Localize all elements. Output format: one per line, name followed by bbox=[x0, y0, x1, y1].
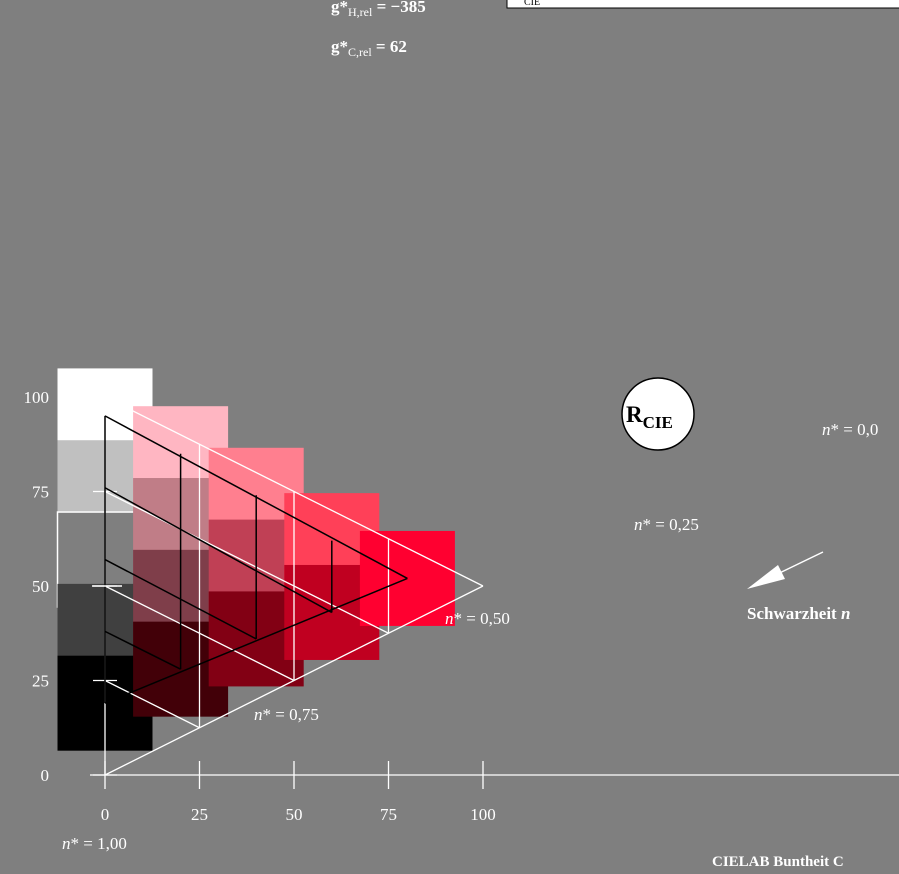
construction-black-edge bbox=[104, 577, 408, 704]
schwarzheit-label: Schwarzheit n bbox=[747, 604, 850, 623]
construction-diag-57 bbox=[104, 558, 257, 640]
construction-lines bbox=[92, 415, 408, 704]
triangle-grid bbox=[104, 396, 484, 776]
g-hue-relative: g*H,rel = −385 bbox=[331, 0, 426, 19]
n-label-100: n* = 1,00 bbox=[62, 834, 127, 853]
marker-main: R bbox=[626, 402, 643, 427]
y-tick-label-25: 25 bbox=[32, 672, 49, 691]
g-chroma-relative: g*C,rel = 62 bbox=[331, 37, 407, 59]
x-tick-label-25: 25 bbox=[191, 805, 208, 824]
tick-labels: 0 25 50 75 100 0 25 50 75 100 bbox=[24, 388, 496, 824]
r-cie-marker: RCIE bbox=[621, 377, 695, 451]
y-tick-label-0: 0 bbox=[41, 766, 50, 785]
n-label-050: n* = 0,50 bbox=[445, 609, 510, 628]
construction-white-edge bbox=[104, 415, 408, 580]
grid-blackness-25 bbox=[104, 490, 389, 634]
x-tick-label-75: 75 bbox=[380, 805, 397, 824]
y-tick-label-100: 100 bbox=[24, 388, 50, 407]
y-tick-label-50: 50 bbox=[32, 577, 49, 596]
y-tick-label-75: 75 bbox=[32, 483, 49, 502]
x-tick-label-0: 0 bbox=[101, 805, 110, 824]
n-star-labels: n* = 1,00 n* = 0,75 n* = 0,50 n* = 0,25 … bbox=[62, 420, 878, 853]
footer-label: CIELAB Buntheit C bbox=[712, 854, 844, 870]
n-label-000: n* = 0,0 bbox=[822, 420, 878, 439]
grid-blackness-75 bbox=[104, 679, 200, 729]
x-tick-label-50: 50 bbox=[286, 805, 303, 824]
n-label-025: n* = 0,25 bbox=[634, 515, 699, 534]
grid-blackness-50 bbox=[104, 585, 295, 682]
header: g*H,rel = −385 g*C,rel = 62 bbox=[331, 0, 426, 59]
header-box-sub: CIE bbox=[524, 0, 540, 8]
marker-sub: CIE bbox=[643, 413, 673, 432]
construction-diag-38 bbox=[104, 630, 181, 670]
n-label-075: n* = 0,75 bbox=[254, 705, 319, 724]
schwarzheit-arrow bbox=[747, 551, 824, 589]
header-box: CIE bbox=[506, 0, 899, 9]
svg-text:RCIE: RCIE bbox=[626, 402, 673, 432]
construction-diag-76 bbox=[104, 487, 333, 614]
x-tick-label-100: 100 bbox=[470, 805, 496, 824]
